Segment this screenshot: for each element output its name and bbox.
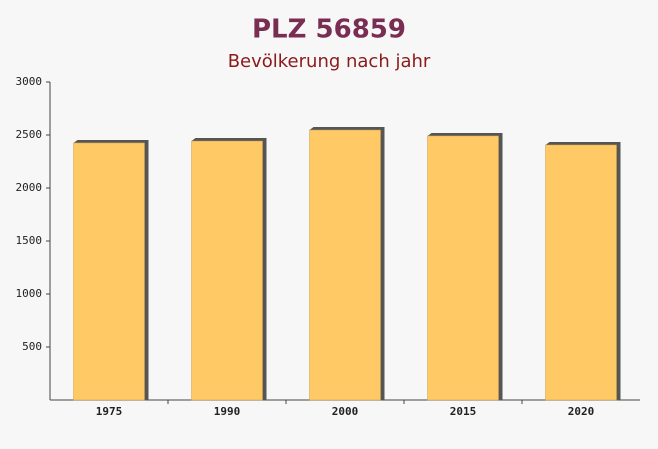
y-tick-label: 2000 (16, 181, 43, 194)
y-tick-label: 1500 (16, 234, 43, 247)
x-tick-label: 1975 (96, 405, 123, 418)
x-tick-label: 2015 (450, 405, 477, 418)
bar (427, 135, 499, 401)
chart-subtitle: Bevölkerung nach jahr (228, 51, 431, 72)
y-tick-label: 2500 (16, 128, 43, 141)
bar (545, 144, 617, 401)
y-tick-label: 1000 (16, 287, 43, 300)
x-tick-label: 2020 (568, 405, 595, 418)
x-tick-label: 1990 (214, 405, 241, 418)
y-tick-label: 3000 (16, 75, 43, 88)
bar (309, 129, 381, 401)
x-tick-label: 2000 (332, 405, 359, 418)
y-tick-label: 500 (22, 340, 42, 353)
bar (73, 142, 145, 401)
chart-title: PLZ 56859 (252, 15, 406, 45)
bar (191, 140, 263, 401)
